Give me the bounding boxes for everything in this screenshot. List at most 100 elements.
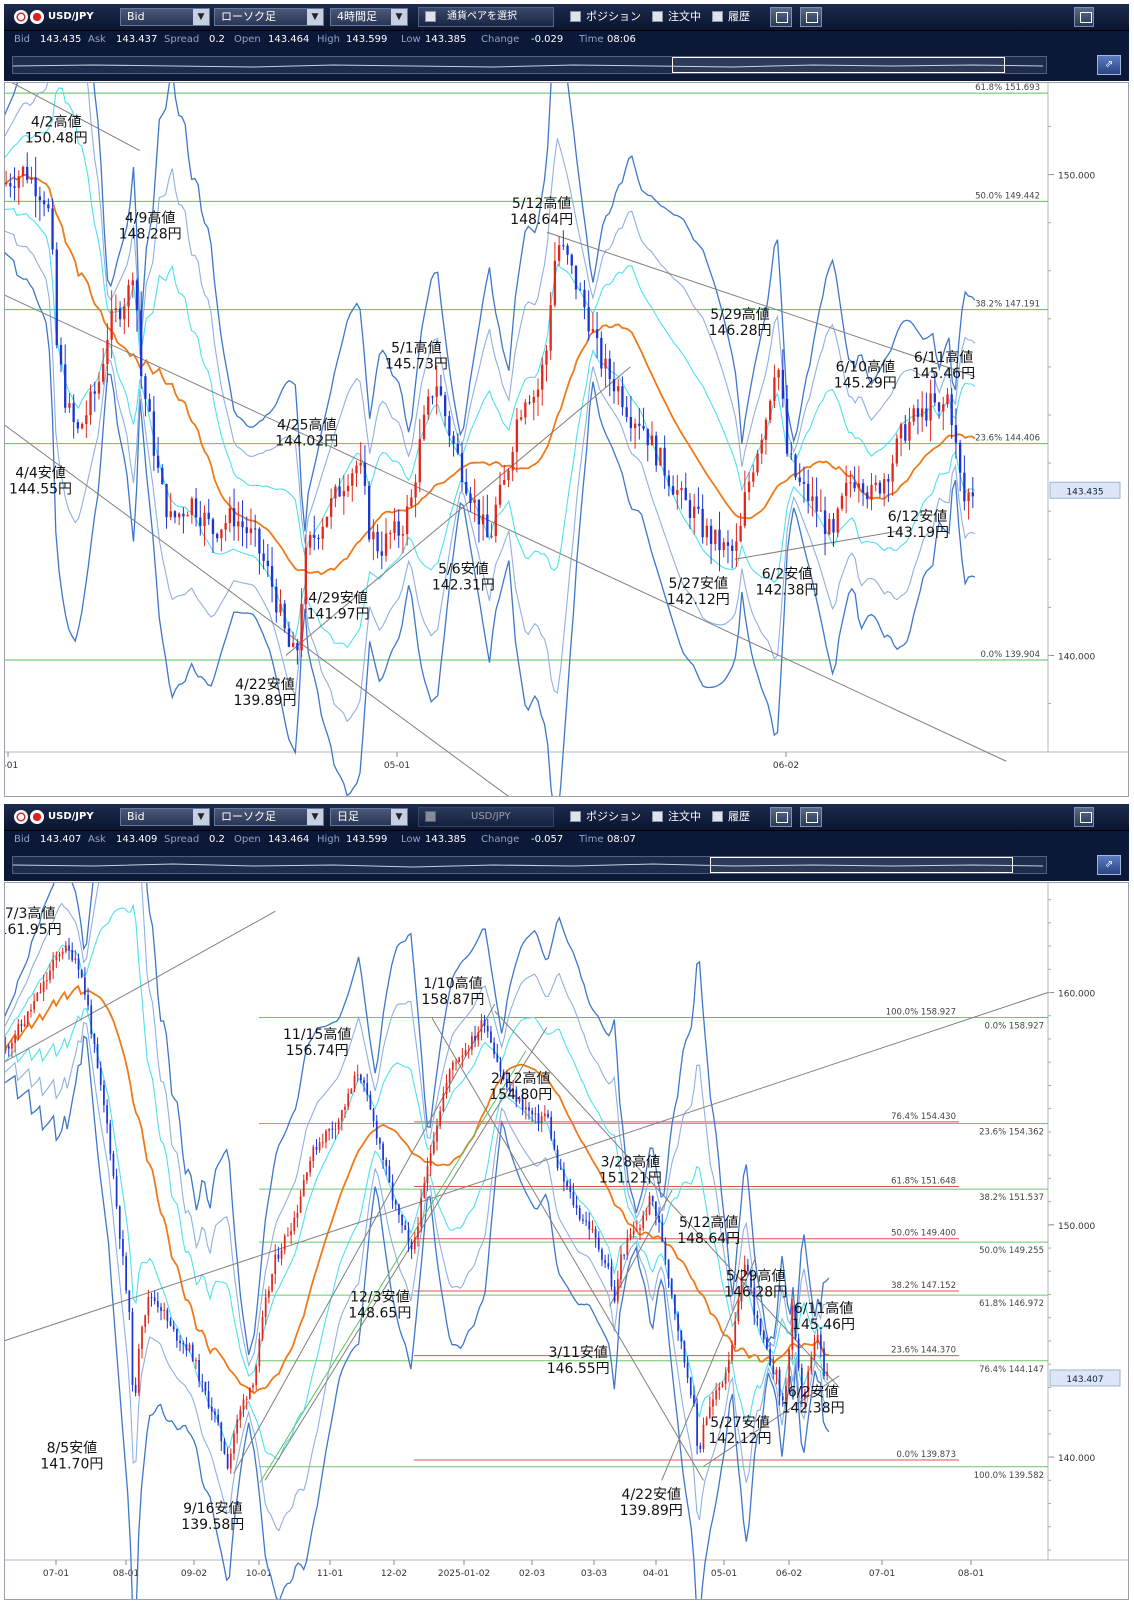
x-tick-label: 11-01 [317, 1569, 343, 1579]
annotation-label: 5/6安値 [438, 562, 489, 578]
candle-body [102, 364, 105, 382]
candle-body [11, 1042, 13, 1049]
chart-canvas[interactable]: 140.000 150.000 160.000 07-01 08-01 09-02 10-0… [4, 882, 1129, 1600]
candle-body [350, 1088, 353, 1094]
candle-body [271, 1273, 273, 1291]
annotation-label: 3/11安値 [548, 1345, 607, 1361]
jp-flag-icon [30, 10, 44, 24]
minimize-icon[interactable] [1074, 807, 1094, 827]
annotation-price: 145.73円 [385, 356, 448, 372]
candle-body [258, 1338, 261, 1367]
annotation-price: 156.74円 [286, 1043, 349, 1059]
bollinger-band-3sigma-lower [4, 251, 976, 797]
spread-value: 0.2 [209, 34, 225, 45]
time-value: 08:06 [607, 34, 636, 45]
candle-body [642, 425, 645, 429]
minimize-icon[interactable] [1074, 7, 1094, 27]
candle-body [34, 177, 37, 197]
candle-body [967, 492, 970, 502]
chart-navigator: ⇗ [4, 849, 1129, 881]
navigator-jump-button[interactable]: ⇗ [1097, 855, 1121, 875]
candle-body [676, 490, 679, 495]
candle-body [141, 1326, 143, 1350]
drawing-tools-icon[interactable] [770, 807, 792, 827]
select-pair-button[interactable]: USD/JPY [418, 807, 554, 827]
candle-body [569, 1186, 572, 1192]
candle-body [954, 425, 958, 443]
currency-pair-label[interactable]: USD/JPY [48, 11, 94, 22]
candle-body [775, 1369, 778, 1375]
candle-body [553, 260, 557, 306]
candle-body [807, 1371, 810, 1392]
candle-body [353, 1075, 356, 1089]
trendline [703, 1375, 840, 1467]
bollinger-band-1sigma-upper [4, 87, 976, 556]
candle-body [317, 537, 320, 539]
candle-body [473, 499, 476, 504]
chart-settings-icon[interactable] [800, 807, 822, 827]
candle-body [715, 1390, 718, 1400]
navigator-track[interactable] [12, 856, 1047, 874]
candle-body [23, 1023, 26, 1026]
chart-settings-icon[interactable] [800, 7, 822, 27]
price-type-select[interactable]: Bid ▼ [120, 808, 210, 826]
candle-body [248, 1387, 251, 1399]
currency-pair-label[interactable]: USD/JPY [48, 811, 94, 822]
candle-body [211, 519, 215, 534]
annotation-label: 5/12高値 [512, 195, 571, 212]
candle-body [933, 393, 936, 403]
timeframe-select[interactable]: 4時間足 ▼ [330, 8, 408, 26]
candle-body [595, 329, 599, 338]
candle-body [55, 249, 58, 346]
navigator-window[interactable] [710, 857, 1013, 873]
chart-type-select[interactable]: ローソク足 ▼ [214, 8, 324, 26]
candle-body [47, 204, 50, 209]
navigator-jump-button[interactable]: ⇗ [1097, 55, 1121, 75]
candle-body [123, 306, 126, 320]
candle-body [223, 1441, 226, 1454]
candle-body [583, 289, 586, 308]
candle-body [750, 1270, 752, 1288]
candle-body [524, 402, 527, 418]
candle-body [80, 969, 83, 978]
candle-body [14, 1036, 16, 1043]
annotation-label: 6/10高値 [836, 359, 895, 376]
candle-body [239, 1409, 242, 1420]
navigator-window[interactable] [672, 57, 1005, 73]
fib-label-retracement: 0.0% 139.873 [897, 1450, 956, 1460]
candle-body [262, 553, 265, 561]
candle-body [699, 1445, 702, 1449]
position-checkbox[interactable] [570, 11, 581, 22]
candle-body [87, 994, 89, 1006]
chart-canvas[interactable]: 140.000 150.000 4-01 05-01 06-02 61.8% 151.69… [4, 82, 1129, 797]
chart-toolbar: USD/JPY Bid ▼ ローソク足 ▼ 4時間足 ▼ 通貨ペアを選択 ポジシ… [4, 4, 1129, 31]
annotation-price: 142.12円 [709, 1431, 772, 1447]
navigator-track[interactable] [12, 56, 1047, 74]
position-checkbox[interactable] [570, 811, 581, 822]
fib-label: 0.0% 139.904 [981, 650, 1040, 660]
history-checkbox[interactable] [712, 811, 723, 822]
candle-body [680, 487, 683, 491]
candle-body [410, 1242, 413, 1250]
fib-label-expansion: 0.0% 158.927 [985, 1021, 1044, 1031]
history-checkbox[interactable] [712, 11, 723, 22]
candle-body [407, 1229, 410, 1243]
candle-body [458, 1057, 461, 1063]
orders-checkbox[interactable] [652, 811, 663, 822]
annotation-price: 142.12円 [667, 592, 730, 608]
orders-checkbox[interactable] [652, 11, 663, 22]
candle-body [134, 1384, 137, 1393]
candle-body [760, 439, 763, 454]
select-pair-button[interactable]: 通貨ペアを選択 [418, 7, 554, 27]
timeframe-select[interactable]: 日足 ▼ [330, 808, 408, 826]
price-type-select[interactable]: Bid ▼ [120, 8, 210, 26]
candle-body [747, 481, 751, 493]
chart-type-select[interactable]: ローソク足 ▼ [214, 808, 324, 826]
candle-body [785, 398, 789, 454]
candle-body [363, 1080, 365, 1084]
chart-toolbar: USD/JPY Bid ▼ ローソク足 ▼ 日足 ▼ USD/JPY ポジション… [4, 804, 1129, 831]
candle-body [950, 394, 953, 426]
drawing-tools-icon[interactable] [770, 7, 792, 27]
